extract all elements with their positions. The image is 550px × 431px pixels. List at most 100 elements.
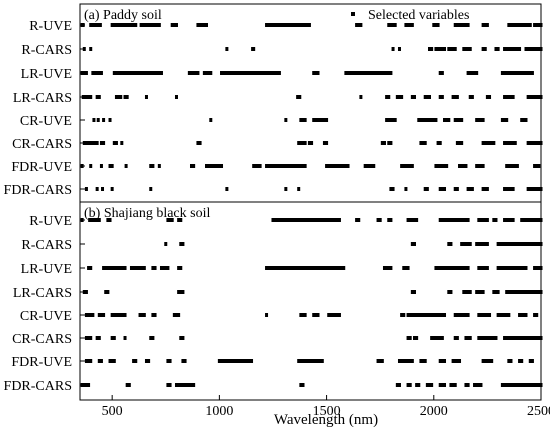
selected-variable-mark	[151, 266, 157, 270]
selected-variable-mark	[124, 164, 128, 168]
selected-variable-mark	[149, 187, 153, 191]
selected-variable-mark	[503, 187, 515, 191]
selected-variable-mark	[397, 47, 401, 51]
selected-variable-mark	[299, 313, 307, 317]
selected-variable-mark	[453, 23, 470, 27]
selected-variable-mark	[410, 242, 416, 246]
y-tick-label: LR-UVE	[21, 67, 72, 82]
selected-variable-mark	[434, 47, 447, 51]
selected-variable-mark	[164, 242, 168, 246]
y-tick-label: R-UVE	[29, 214, 72, 229]
row-fdr-cars: FDR-CARS	[4, 183, 543, 198]
selected-variable-mark	[108, 118, 112, 122]
selected-variable-mark	[443, 118, 451, 122]
y-tick-label: FDR-UVE	[11, 160, 72, 175]
selected-variable-mark	[438, 359, 447, 363]
selected-variable-mark	[412, 336, 419, 340]
row-r-cars: R-CARS	[21, 43, 543, 58]
selected-variable-mark	[151, 313, 157, 317]
row-fdr-uve: FDR-UVE	[11, 160, 541, 175]
selected-variable-mark	[102, 266, 127, 270]
selected-variable-mark	[82, 290, 88, 294]
selected-variable-mark	[466, 71, 479, 75]
selected-variable-mark	[466, 187, 474, 191]
selected-variable-mark	[520, 218, 543, 222]
selected-variable-mark	[225, 47, 229, 51]
y-tick-label: CR-CARS	[12, 332, 72, 347]
selected-variable-mark	[428, 47, 434, 51]
selected-variable-mark	[481, 187, 489, 191]
selected-variable-mark	[251, 47, 256, 51]
selected-variable-mark	[112, 71, 163, 75]
selected-variable-mark	[144, 95, 148, 99]
selected-variable-mark	[477, 336, 498, 340]
legend: Selected variables	[351, 8, 469, 23]
selected-variable-mark	[196, 141, 202, 145]
selected-variable-mark	[423, 95, 432, 99]
selected-variable-mark	[80, 383, 91, 387]
selected-variable-mark	[104, 290, 110, 294]
selected-variable-mark	[438, 71, 444, 75]
selected-variable-mark	[387, 141, 393, 145]
selected-variable-mark	[526, 95, 543, 99]
selected-variable-mark	[496, 266, 528, 270]
selected-variable-mark	[518, 359, 524, 363]
selected-variable-mark	[520, 118, 528, 122]
selected-variable-mark	[404, 187, 408, 191]
selected-variable-mark	[297, 359, 324, 363]
selected-variable-mark	[355, 23, 363, 27]
selected-variable-mark	[297, 141, 307, 145]
selected-variable-mark	[82, 141, 99, 145]
selected-variable-mark	[500, 71, 534, 75]
selected-variable-mark	[177, 266, 183, 270]
selected-variable-mark	[503, 218, 515, 222]
row-r-uve: R-UVE	[29, 214, 543, 229]
selected-variable-mark	[225, 187, 229, 191]
selected-variable-mark	[108, 359, 116, 363]
selected-variable-mark	[217, 359, 254, 363]
selected-variable-mark	[97, 359, 103, 363]
selected-variable-mark	[387, 218, 393, 222]
selected-variable-mark	[419, 141, 427, 145]
selected-variable-mark	[172, 313, 181, 317]
row-cr-uve: CR-UVE	[20, 114, 528, 129]
selected-variable-mark	[449, 383, 457, 387]
selected-variable-mark	[312, 118, 329, 122]
selected-variable-mark	[108, 164, 114, 168]
selected-variable-mark	[400, 313, 406, 317]
selected-variable-mark	[252, 164, 262, 168]
panel-frame	[79, 3, 542, 203]
selected-variable-mark	[322, 141, 329, 145]
panel-a: (a) Paddy soil R-UVE R-CARS LR-UVE LR-CARS CR…	[4, 3, 543, 203]
x-tick-label: 2000	[420, 404, 448, 419]
selected-variable-mark	[423, 187, 429, 191]
selected-variable-mark	[503, 95, 515, 99]
selected-variable-mark	[88, 218, 101, 222]
selected-variable-mark	[475, 164, 485, 168]
y-tick-label: CR-UVE	[20, 309, 72, 324]
selected-variable-mark	[166, 359, 172, 363]
selected-variable-mark	[376, 218, 382, 222]
selected-variable-mark	[475, 290, 485, 294]
selected-variable-mark	[462, 290, 472, 294]
y-tick-label: LR-CARS	[13, 286, 72, 301]
panel-title: (b) Shajiang black soil	[84, 206, 210, 221]
selected-variable-mark	[327, 313, 341, 317]
selected-variable-mark	[106, 218, 112, 222]
row-r-cars: R-CARS	[21, 238, 543, 253]
selected-variable-mark	[132, 359, 138, 363]
selected-variable-mark	[438, 383, 447, 387]
selected-variable-mark	[80, 164, 84, 168]
selected-variable-mark	[425, 383, 434, 387]
selected-variable-mark	[503, 141, 517, 145]
selected-variable-mark	[533, 266, 543, 270]
selected-variable-mark	[410, 290, 416, 294]
selected-variable-mark	[526, 141, 543, 145]
y-tick-label: FDR-CARS	[4, 379, 72, 394]
selected-variable-mark	[492, 218, 498, 222]
selected-variable-mark	[123, 336, 127, 340]
selected-variable-mark	[496, 242, 543, 246]
selected-variable-mark	[389, 187, 395, 191]
selected-variable-mark	[395, 383, 401, 387]
